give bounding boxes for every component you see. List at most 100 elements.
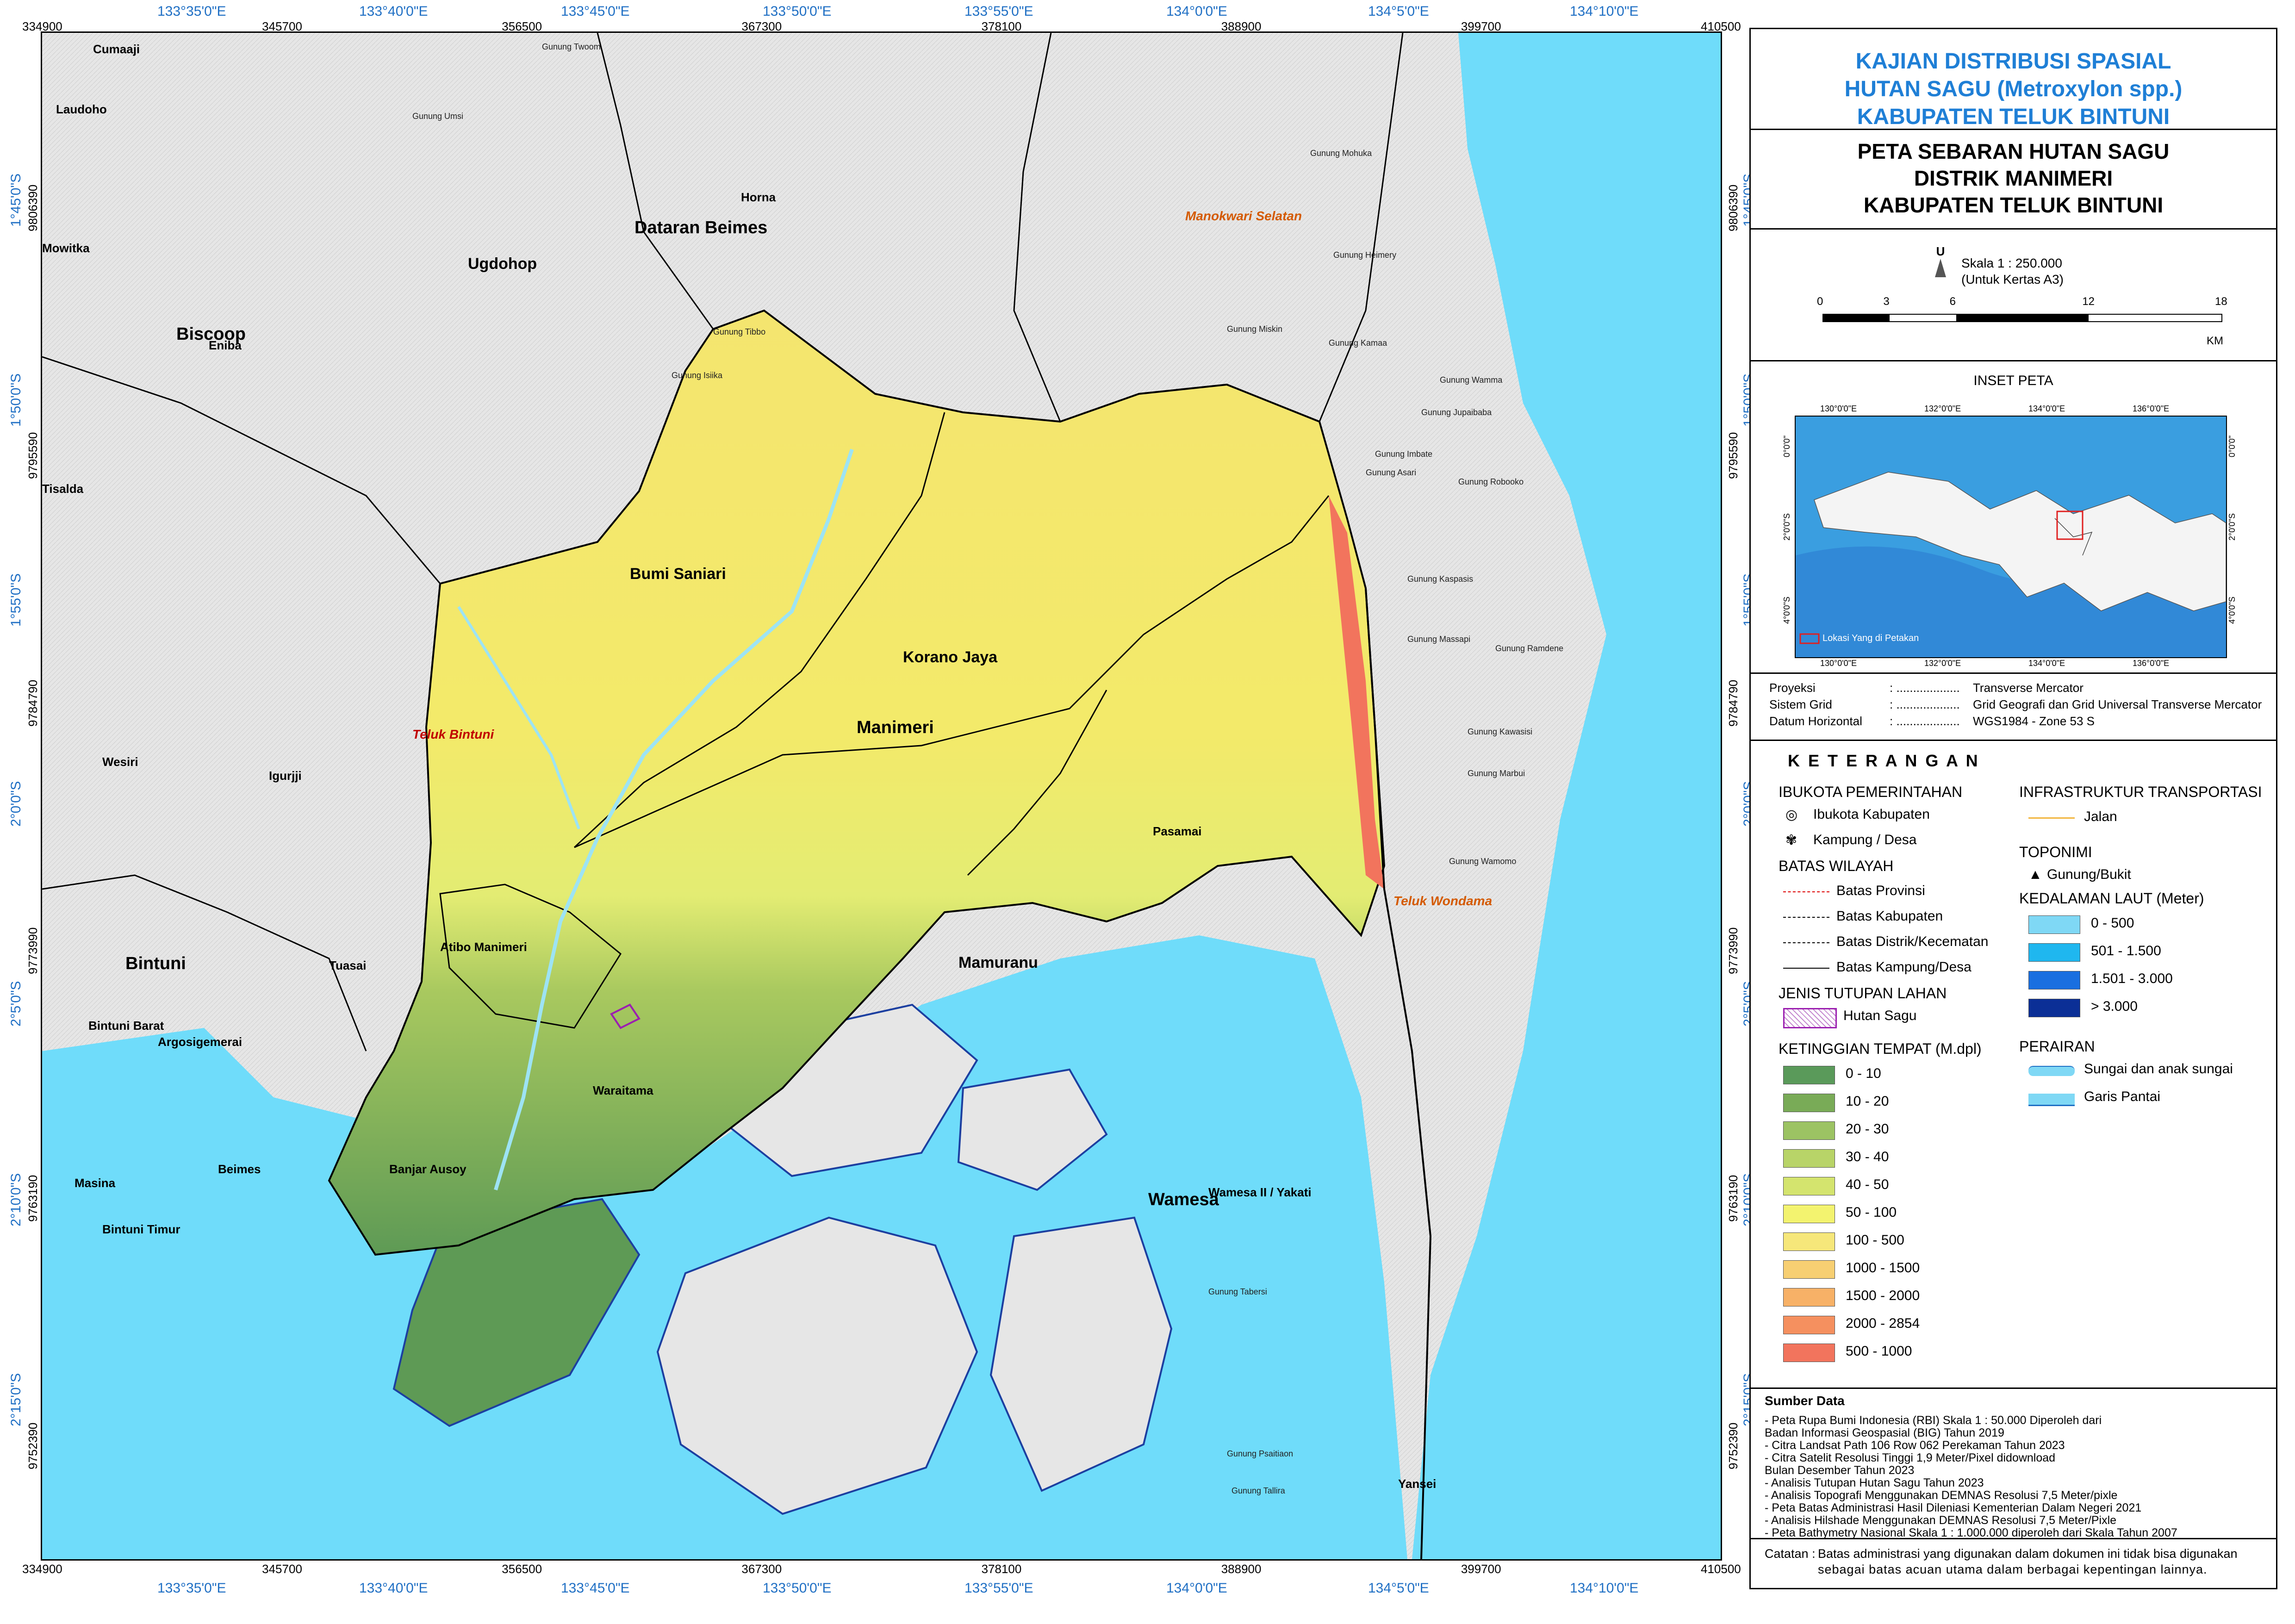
- inset-tick: 0°0'0": [1782, 435, 1791, 457]
- utm-y-tick: 9752390: [1726, 1422, 1740, 1469]
- scale-unit: KM: [2207, 335, 2223, 347]
- subtitle-line-3: KABUPATEN TELUK BINTUNI: [1863, 193, 2164, 217]
- geo-y-tick: 1°55'0"S: [8, 573, 24, 627]
- district-label: Bintuni: [125, 954, 186, 973]
- inset-tick: 130°0'0"E: [1820, 404, 1857, 413]
- district-label: Wamesa II / Yakati: [1208, 1185, 1312, 1199]
- scale-tick-label: 0: [1817, 295, 1823, 308]
- utm-y-tick: 9773990: [26, 927, 40, 974]
- inset-tick: 132°0'0"E: [1924, 404, 1961, 413]
- geo-y-tick: 2°5'0"S: [8, 981, 24, 1027]
- legend-title: K E T E R A N G A N: [1788, 751, 1980, 770]
- projection-key: Datum Horizontal: [1769, 714, 1862, 728]
- elevation-swatch: [1783, 1205, 1835, 1223]
- geo-x-tick: 134°0'0"E: [1166, 4, 1227, 19]
- subtitle-block: PETA SEBARAN HUTAN SAGU DISTRIK MANIMERI…: [1751, 129, 2276, 230]
- utm-x-tick: 334900: [22, 19, 62, 33]
- sea-depth-swatch: [2028, 999, 2080, 1017]
- ibukota-kabupaten-icon: ◎: [1785, 807, 1798, 822]
- scale-tick-label: 18: [2215, 295, 2227, 308]
- legend-section-header: KEDALAMAN LAUT (Meter): [2019, 890, 2204, 907]
- inset-tick: 136°0'0"E: [2133, 404, 2170, 413]
- utm-y-tick: 9763190: [26, 1175, 40, 1222]
- geo-x-tick: 133°45'0"E: [561, 4, 630, 19]
- mountain-label: Gunung Kaspasis: [1407, 574, 1474, 584]
- north-arrow-icon: U: [1931, 244, 1950, 286]
- source-item: - Analisis Topografi Menggunakan DEMNAS …: [1765, 1489, 2118, 1502]
- legend-section-header: INFRASTRUKTUR TRANSPORTASI: [2019, 784, 2262, 800]
- inset-legend-swatch: [1799, 633, 1820, 644]
- scale-bar-segment: [1890, 315, 1956, 321]
- source-item: Badan Informasi Geospasial (BIG) Tahun 2…: [1765, 1426, 2004, 1439]
- legend-item-label: 500 - 1000: [1846, 1344, 1912, 1359]
- source-item: - Citra Landsat Path 106 Row 062 Perekam…: [1765, 1439, 2065, 1452]
- high-elevation-band: [1329, 496, 1384, 889]
- legend-item-label: 10 - 20: [1846, 1094, 1889, 1109]
- north-letter: U: [1936, 244, 1945, 258]
- mountain-label: Gunung Tabersi: [1208, 1287, 1267, 1296]
- inset-location-label: Lokasi Yang di Petakan: [1822, 633, 1919, 643]
- geo-x-tick: 134°0'0"E: [1166, 1580, 1227, 1596]
- geo-y-tick: 1°45'0"S: [8, 173, 24, 227]
- district-label: Mamuranu: [958, 954, 1038, 971]
- utm-x-tick: 410500: [1701, 1562, 1741, 1576]
- road-line-swatch: [2028, 817, 2075, 819]
- projection-value: Transverse Mercator: [1973, 681, 2084, 695]
- sea-depth-swatch: [2028, 915, 2080, 934]
- district-label: Bintuni Timur: [102, 1222, 180, 1236]
- inset-tick: 2°0'0"S: [2227, 513, 2237, 541]
- elevation-swatch: [1783, 1094, 1835, 1112]
- main-map[interactable]: Dataran Beimes Horna Ugdohop Biscoop Eniba La…: [41, 31, 1722, 1561]
- geo-x-tick: 134°5'0"E: [1368, 1580, 1429, 1596]
- title-line-1: KAJIAN DISTRIBUSI SPASIAL: [1855, 49, 2171, 74]
- projection-sep: : ...................: [1890, 714, 1960, 728]
- projection-value: WGS1984 - Zone 53 S: [1973, 714, 2095, 728]
- inset-land: [1814, 472, 2226, 611]
- mountain-label: Gunung Imbate: [1375, 449, 1433, 459]
- elevation-swatch: [1783, 1316, 1835, 1334]
- inset-tick: 130°0'0"E: [1820, 659, 1857, 668]
- projection-block: Proyeksi: ................... Transverse …: [1751, 672, 2276, 741]
- district-label: Atibo Manimeri: [440, 940, 527, 954]
- projection-sep: : ...................: [1890, 697, 1960, 711]
- sources-block: Sumber Data - Peta Rupa Bumi Indonesia (…: [1751, 1388, 2276, 1539]
- geo-y-tick: 2°10'0"S: [8, 1173, 24, 1226]
- elevation-swatch: [1783, 1149, 1835, 1168]
- district-label: Wesiri: [102, 755, 138, 769]
- utm-y-tick: 9752390: [26, 1422, 40, 1469]
- legend-item-label: Sungai dan anak sungai: [2084, 1061, 2233, 1076]
- district-label: Manimeri: [857, 718, 934, 737]
- elevation-swatch: [1783, 1260, 1835, 1279]
- source-item: - Analisis Hilshade Menggunakan DEMNAS R…: [1765, 1514, 2117, 1527]
- elevation-swatch: [1783, 1066, 1835, 1084]
- scale-block: U Skala 1 : 250.000 (Untuk Kertas A3) 0 3…: [1751, 228, 2276, 361]
- district-label: Cumaaji: [93, 42, 140, 56]
- scale-bar: [1822, 314, 2222, 322]
- geo-x-tick: 133°40'0"E: [359, 4, 428, 19]
- utm-x-tick: 388900: [1221, 1562, 1262, 1576]
- utm-y-tick: 9763190: [1726, 1175, 1740, 1222]
- legend-block: K E T E R A N G A N IBUKOTA PEMERINTAHAN…: [1751, 740, 2276, 1389]
- geo-x-tick: 133°55'0"E: [964, 4, 1033, 19]
- utm-x-tick: 378100: [981, 1562, 1022, 1576]
- utm-x-tick: 356500: [502, 1562, 542, 1576]
- utm-x-tick: 345700: [262, 19, 302, 33]
- legend-item-label: 30 - 40: [1846, 1149, 1889, 1164]
- scale-bar-segment: [1823, 315, 1890, 321]
- island-2: [656, 1216, 978, 1515]
- boundary-line-swatch: [1783, 891, 1829, 892]
- scale-paper: (Untuk Kertas A3): [1961, 272, 2064, 286]
- geo-x-tick: 133°50'0"E: [763, 1580, 832, 1596]
- river-swatch: [2028, 1066, 2075, 1076]
- source-item: - Peta Batas Administrasi Hasil Dilenias…: [1765, 1501, 2142, 1514]
- inset-tick: 4°0'0"S: [1782, 596, 1791, 624]
- inset-map[interactable]: Lokasi Yang di Petakan: [1795, 416, 2227, 658]
- inset-tick: 4°0'0"S: [2227, 596, 2237, 624]
- sea-east: [1412, 33, 1721, 1559]
- district-label: Korano Jaya: [903, 648, 998, 666]
- district-label: Bumi Saniari: [630, 565, 726, 583]
- legend-item-label: > 3.000: [2091, 999, 2138, 1014]
- legend-item-label: 100 - 500: [1846, 1232, 1904, 1248]
- geo-x-tick: 134°10'0"E: [1570, 1580, 1639, 1596]
